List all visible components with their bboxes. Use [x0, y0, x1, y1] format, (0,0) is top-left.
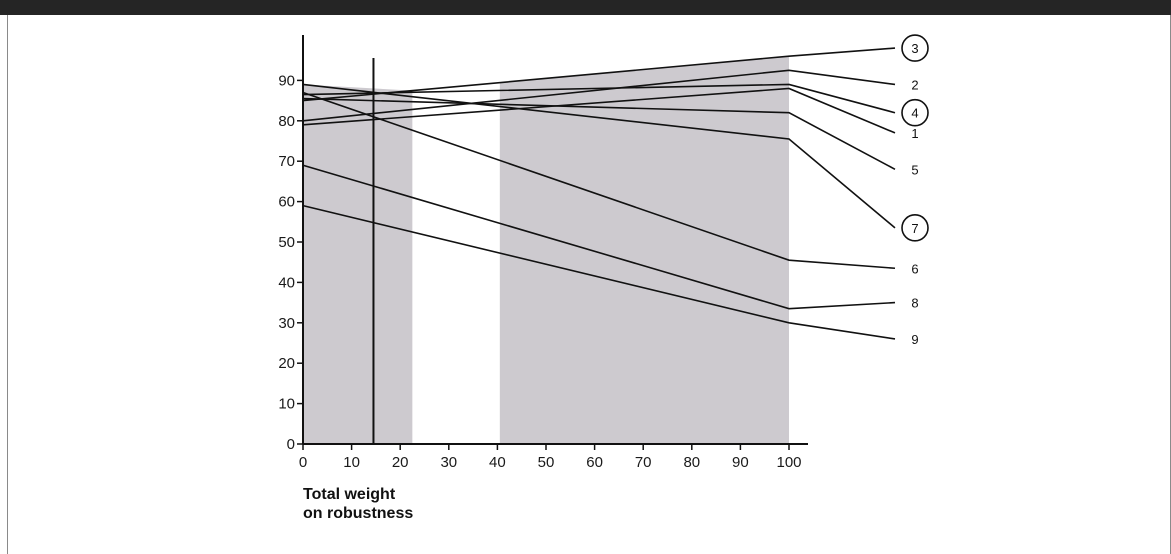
x-tick-label-30: 30	[440, 454, 457, 471]
series-line-1	[302, 87, 896, 134]
series-line-7	[302, 83, 896, 229]
x-tick-label-60: 60	[586, 454, 603, 471]
series-label-5: 5	[911, 162, 918, 177]
y-tick-label-60: 60	[278, 194, 295, 211]
x-tick-label-10: 10	[343, 454, 360, 471]
x-axis-ticks: 0 10 20 30 40 50 60 70 80 90 100	[299, 444, 802, 471]
x-tick-label-90: 90	[732, 454, 749, 471]
shaded-region-2	[499, 56, 789, 444]
x-tick-label-40: 40	[489, 454, 506, 471]
series-lines	[302, 47, 896, 340]
series-label-9: 9	[911, 332, 918, 347]
x-tick-label-100: 100	[776, 454, 801, 471]
y-tick-label-10: 10	[278, 396, 295, 413]
y-tick-label-0: 0	[287, 436, 295, 453]
y-axis-ticks: 0 10 20 30 40 50 60 70 80 90	[278, 72, 303, 453]
series-line-4	[302, 83, 896, 114]
series-line-9	[302, 204, 896, 340]
series-label-3: 3	[911, 41, 918, 56]
y-tick-label-40: 40	[278, 274, 295, 291]
shaded-regions	[303, 56, 789, 444]
series-line-3	[302, 47, 896, 102]
series-labels: 1 2 3 4 5 6 7 8 9	[901, 34, 929, 347]
x-tick-label-70: 70	[635, 454, 652, 471]
x-axis-title-line-2: on robustness	[303, 505, 414, 522]
series-line-8	[302, 164, 896, 310]
shaded-region-1	[303, 84, 413, 444]
series-label-6: 6	[911, 261, 918, 276]
x-tick-label-50: 50	[538, 454, 555, 471]
y-tick-label-30: 30	[278, 315, 295, 332]
series-label-4: 4	[911, 106, 918, 121]
series-label-circle-7	[901, 214, 929, 242]
x-tick-label-80: 80	[683, 454, 700, 471]
y-tick-label-50: 50	[278, 234, 295, 251]
left-border	[7, 15, 8, 554]
x-axis-title: Total weight on robustness	[303, 485, 413, 523]
x-axis-title-line-1: Total weight	[303, 486, 396, 503]
series-line-6	[302, 91, 896, 270]
y-tick-label-90: 90	[278, 72, 295, 89]
x-tick-label-0: 0	[299, 454, 307, 471]
series-label-circle-3	[901, 34, 929, 62]
y-tick-label-70: 70	[278, 153, 295, 170]
y-tick-label-80: 80	[278, 113, 295, 130]
top-bar	[0, 0, 1171, 15]
series-label-circle-4	[901, 98, 929, 127]
series-label-7: 7	[911, 221, 918, 236]
series-label-1: 1	[911, 126, 918, 141]
x-tick-label-20: 20	[392, 454, 409, 471]
series-label-8: 8	[911, 296, 918, 311]
y-tick-label-20: 20	[278, 355, 295, 372]
series-label-2: 2	[911, 77, 918, 92]
axes	[302, 35, 808, 445]
